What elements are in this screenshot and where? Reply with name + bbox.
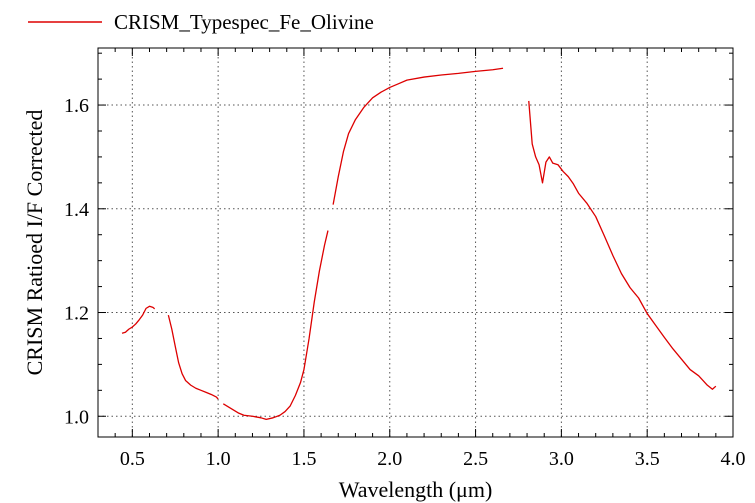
x-tick-label: 1.5 [291,448,316,470]
legend-label: CRISM_Typespec_Fe_Olivine [114,10,374,34]
plot-frame [97,47,734,438]
tick-labels: 0.5 1.0 1.5 2.0 2.5 3.0 3.5 4.0 1.0 1.2 1.4 1.6 [64,95,746,470]
x-tick-label: 3.5 [635,448,660,470]
y-tick-label: 1.2 [64,303,89,325]
spectrum-line-segment [528,100,717,390]
spectrum-line-segment [222,230,329,421]
y-tick-label: 1.4 [64,199,89,221]
x-tick-label: 2.0 [377,448,402,470]
y-tick-label: 1.6 [64,95,89,117]
spectrum-line-segment [121,305,156,334]
x-axis-label: Wavelength (μm) [339,477,493,502]
x-tick-label: 2.5 [463,448,488,470]
ticks [97,48,734,437]
x-tick-label: 0.5 [120,448,145,470]
x-tick-label: 4.0 [721,448,746,470]
grid [98,48,733,437]
spectrum-line-segment [167,314,219,400]
legend: CRISM_Typespec_Fe_Olivine [28,10,374,34]
y-axis-label: CRISM Ratioed I/F Corrected [22,110,47,376]
x-tick-label: 3.0 [549,448,574,470]
x-tick-label: 1.0 [206,448,231,470]
spectrum-line-segment [332,67,504,205]
y-tick-label: 1.0 [64,406,89,428]
series-layer [121,67,717,421]
